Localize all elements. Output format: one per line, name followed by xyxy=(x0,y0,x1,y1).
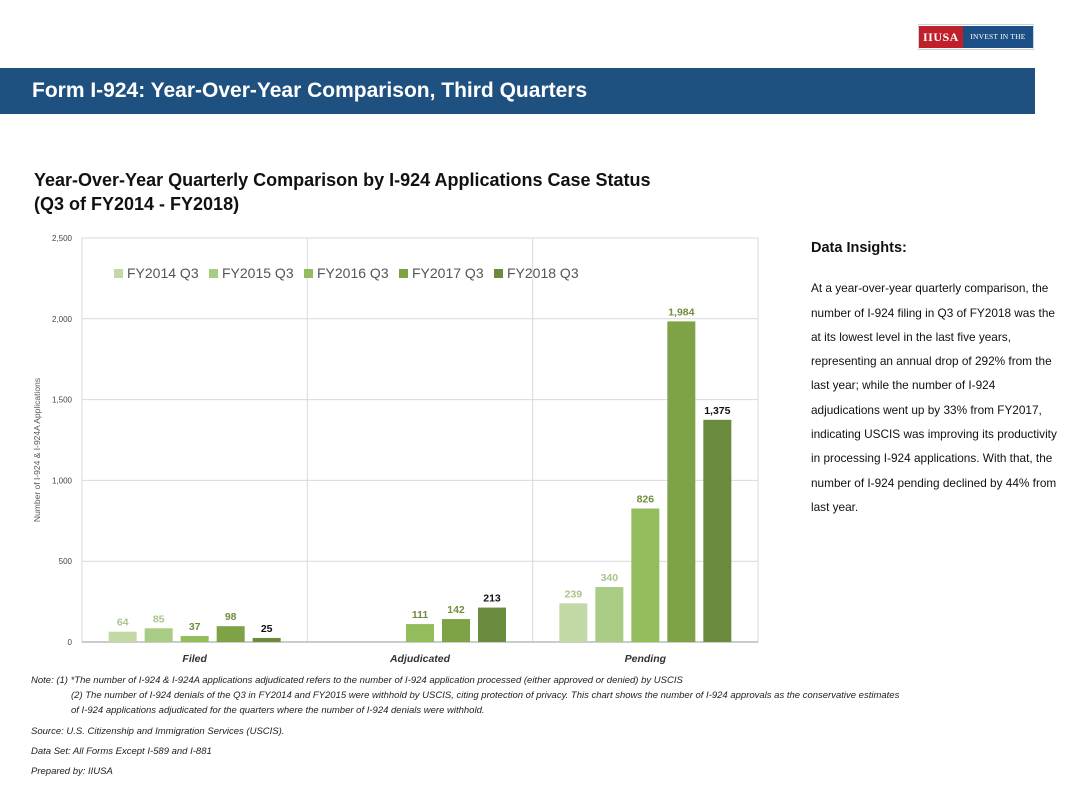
legend-label: FY2017 Q3 xyxy=(412,265,484,281)
legend-label: FY2016 Q3 xyxy=(317,265,389,281)
y-tick-label: 2,500 xyxy=(52,234,73,243)
y-tick-label: 1,000 xyxy=(52,476,73,485)
x-category-label: Pending xyxy=(625,653,667,665)
note-line-2: (2) The number of I-924 denials of the Q… xyxy=(71,690,900,701)
page-title: Form I-924: Year-Over-Year Comparison, T… xyxy=(32,79,588,102)
bar-filed xyxy=(144,628,173,642)
y-tick-label: 2,000 xyxy=(52,315,73,324)
data-label: 85 xyxy=(153,613,165,625)
y-axis-label: Number of I-924 & I-924A Applications xyxy=(32,378,42,522)
legend-swatch xyxy=(494,269,503,278)
bar-filed xyxy=(252,637,281,642)
data-label: 25 xyxy=(261,623,273,635)
legend-label: FY2018 Q3 xyxy=(507,265,579,281)
data-label: 239 xyxy=(565,588,583,600)
bar-pending xyxy=(667,321,696,642)
data-insights-panel: Data Insights: At a year-over-year quart… xyxy=(811,236,1061,519)
y-tick-label: 0 xyxy=(68,638,73,647)
chart-notes: Note: (1) *The number of I-924 & I-924A … xyxy=(31,673,1051,718)
data-label: 98 xyxy=(225,611,237,623)
source-text: Source: U.S. Citizenship and Immigration… xyxy=(31,726,285,737)
legend-swatch xyxy=(399,269,408,278)
logo-tagline: INVEST IN THE USA xyxy=(962,26,1033,63)
bar-chart: 0 500 1,000 1,500 2,000 2,500 Number of I-924 … xyxy=(32,234,759,665)
y-tick-label: 500 xyxy=(59,557,73,566)
bar-pending xyxy=(631,508,660,642)
bar-filed xyxy=(180,636,209,642)
note-line-1: Note: (1) *The number of I-924 & I-924A … xyxy=(31,675,683,686)
dataset-text: Data Set: All Forms Except I-589 and I-8… xyxy=(31,746,212,757)
data-label: 64 xyxy=(117,617,129,629)
bar-adjudicated xyxy=(478,607,506,642)
data-label: 142 xyxy=(447,604,465,616)
x-category-label: Adjudicated xyxy=(389,653,451,665)
data-label: 213 xyxy=(483,593,501,605)
data-label: 1,984 xyxy=(668,306,694,318)
chart-title-line2: (Q3 of FY2014 - FY2018) xyxy=(34,194,240,214)
chart-title-line1: Year-Over-Year Quarterly Comparison by I… xyxy=(34,170,651,190)
data-label: 111 xyxy=(412,609,429,621)
page-banner: Form I-924: Year-Over-Year Comparison, T… xyxy=(0,68,1035,114)
bar-pending xyxy=(595,587,624,642)
data-label: 37 xyxy=(189,621,201,633)
bar-filed xyxy=(216,626,245,642)
x-category-label: Filed xyxy=(182,653,207,665)
iiusa-logo: IIUSA INVEST IN THE USA xyxy=(918,24,1034,63)
legend-label: FY2015 Q3 xyxy=(222,265,294,281)
insights-heading: Data Insights: xyxy=(811,240,907,256)
data-label: 1,375 xyxy=(704,405,730,417)
y-tick-label: 1,500 xyxy=(52,396,73,405)
bar-pending xyxy=(703,419,732,642)
chart-title: Year-Over-Year Quarterly Comparison by I… xyxy=(34,168,774,216)
prepared-by-text: Prepared by: IIUSA xyxy=(31,766,113,777)
bar-adjudicated xyxy=(442,619,470,642)
note-line-3: of I-924 applications adjudicated for th… xyxy=(71,705,485,716)
insights-body: At a year-over-year quarterly comparison… xyxy=(811,281,1057,514)
legend-swatch xyxy=(114,269,123,278)
bar-filed xyxy=(108,631,137,642)
bar-pending xyxy=(559,603,588,642)
logo-brand: IIUSA xyxy=(919,26,963,48)
bar-adjudicated xyxy=(406,624,434,642)
data-label: 340 xyxy=(601,572,619,584)
legend-swatch xyxy=(304,269,313,278)
legend-label: FY2014 Q3 xyxy=(127,265,199,281)
legend-swatch xyxy=(209,269,218,278)
data-label: 826 xyxy=(637,494,655,506)
